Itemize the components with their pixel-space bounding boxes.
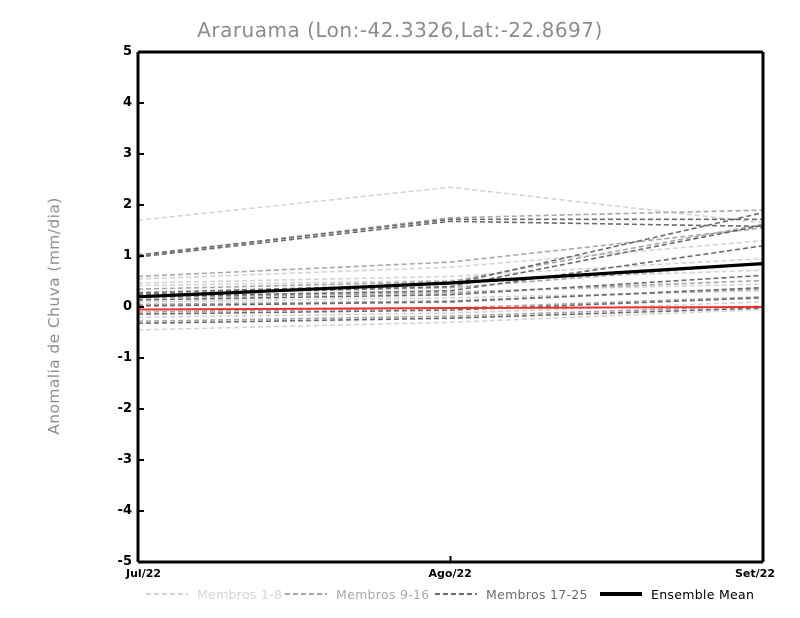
y-tick-label: 5 xyxy=(122,44,132,59)
y-tick-label: 2 xyxy=(122,197,132,212)
y-tick-label: -1 xyxy=(117,350,132,365)
series-line xyxy=(137,307,764,325)
legend-swatch-icon xyxy=(146,593,188,595)
y-tick-label: -5 xyxy=(117,554,132,569)
series-line xyxy=(137,245,764,298)
series-line xyxy=(137,297,764,315)
chart-title: Araruama (Lon:-42.3326,Lat:-22.8697) xyxy=(197,18,603,42)
series-line xyxy=(137,305,764,323)
chart-legend: Membros 1-8 Membros 9-16 Membros 17-25 Ense… xyxy=(0,584,800,606)
legend-entry[interactable]: Membros 17-25 xyxy=(435,584,588,604)
series-line xyxy=(137,239,764,280)
series-line xyxy=(137,274,764,301)
series-line xyxy=(137,257,764,284)
x-tick-label: Ago/22 xyxy=(428,567,472,580)
legend-label: Membros 9-16 xyxy=(336,586,430,602)
legend-label: Ensemble Mean xyxy=(651,586,755,602)
series-line xyxy=(137,301,764,318)
y-tick-label: 3 xyxy=(122,146,132,161)
series-line xyxy=(137,186,764,224)
series-layer xyxy=(137,186,764,331)
legend-label: Membros 1-8 xyxy=(197,586,283,602)
series-line xyxy=(137,262,764,299)
legend-swatch-icon xyxy=(285,593,327,595)
legend-entry[interactable]: Membros 1-8 xyxy=(146,584,282,604)
legend-swatch-icon xyxy=(600,592,642,596)
legend-entry[interactable]: Membros 9-16 xyxy=(285,584,430,604)
series-line xyxy=(137,218,763,256)
series-line xyxy=(137,306,764,311)
legend-swatch-icon xyxy=(435,593,477,595)
y-tick-label: 1 xyxy=(122,248,132,263)
ticks-layer xyxy=(137,51,764,563)
x-tick-label: Jul/22 xyxy=(126,567,162,580)
series-line xyxy=(137,286,764,307)
y-tick-label: -4 xyxy=(117,503,132,518)
series-line xyxy=(137,220,764,258)
series-line xyxy=(137,308,764,331)
y-tick-label: -3 xyxy=(117,452,132,467)
series-line xyxy=(137,269,764,287)
x-tick-label: Set/22 xyxy=(735,567,775,580)
series-line xyxy=(137,279,764,299)
y-tick-label: 0 xyxy=(122,299,132,314)
series-line xyxy=(137,227,764,278)
legend-label: Membros 17-25 xyxy=(486,586,588,602)
legend-entry[interactable]: Ensemble Mean xyxy=(600,584,754,604)
y-tick-label: 4 xyxy=(122,95,132,110)
y-tick-label: -2 xyxy=(117,401,132,416)
